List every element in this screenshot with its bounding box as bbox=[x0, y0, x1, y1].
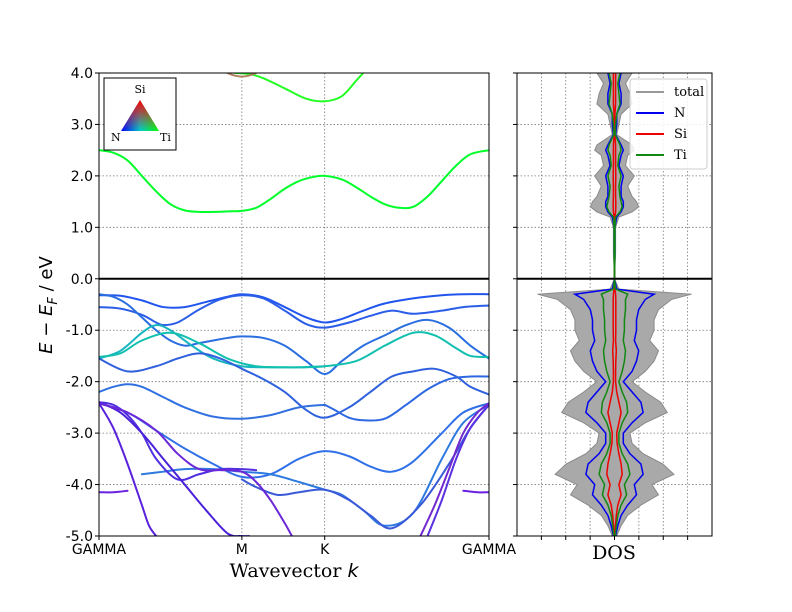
band-y-tick-label: 3.0 bbox=[71, 117, 93, 133]
band-line bbox=[99, 331, 489, 369]
dos-legend-label: Ti bbox=[674, 148, 687, 163]
y-label-minus: − bbox=[36, 316, 57, 343]
dos-legend-label: Si bbox=[674, 127, 687, 142]
band-line bbox=[99, 294, 489, 329]
band-line bbox=[226, 73, 258, 78]
dos-plot: DOS total N Si Ti bbox=[513, 72, 713, 564]
band-x-axis-label-text: Wavevector bbox=[229, 560, 342, 582]
band-structure-plot: -5.0 -4.0 -3.0 -2.0 -1.0 0.0 1.0 2.0 3.0 4.0 GAMM… bbox=[36, 66, 516, 582]
band-y-tick-label: 1.0 bbox=[71, 220, 93, 236]
band-y-tick-label: -2.0 bbox=[66, 375, 93, 391]
projection-legend: Si N Ti bbox=[103, 77, 177, 151]
band-y-tick-label: 4.0 bbox=[71, 66, 93, 82]
band-x-axis-label-symbol: k bbox=[348, 560, 360, 582]
band-line bbox=[233, 73, 365, 103]
band-line bbox=[99, 402, 489, 479]
projection-legend-left-label: N bbox=[111, 131, 121, 144]
band-line bbox=[99, 383, 326, 420]
dos-total-area bbox=[537, 73, 692, 536]
y-label-e2: E bbox=[36, 304, 57, 316]
band-x-ticks: GAMMA M K GAMMA bbox=[72, 536, 517, 558]
band-line bbox=[462, 489, 489, 494]
dos-si-right bbox=[613, 73, 623, 536]
dos-ti-right bbox=[613, 73, 631, 536]
band-line bbox=[426, 403, 489, 536]
band-y-tick-label: -1.0 bbox=[66, 323, 93, 339]
dos-legend: total N Si Ti bbox=[629, 78, 708, 170]
dos-x-axis-label: DOS bbox=[592, 542, 636, 564]
dos-legend-label: total bbox=[674, 85, 704, 100]
band-line bbox=[99, 149, 489, 214]
projection-legend-top-label: Si bbox=[134, 83, 146, 96]
dos-n-right bbox=[613, 73, 657, 536]
dos-legend-label: N bbox=[674, 106, 685, 121]
band-y-ticks: -5.0 -4.0 -3.0 -2.0 -1.0 0.0 1.0 2.0 3.0 4.0 bbox=[66, 66, 99, 545]
band-line bbox=[99, 402, 158, 536]
kpoint-label: GAMMA bbox=[72, 542, 127, 558]
band-line bbox=[140, 403, 489, 527]
band-line bbox=[99, 352, 489, 419]
y-label-unit: / eV bbox=[36, 255, 57, 297]
band-lines bbox=[99, 73, 489, 536]
band-line bbox=[99, 489, 129, 494]
band-line bbox=[99, 293, 489, 324]
kpoint-label: M bbox=[236, 542, 248, 558]
band-y-tick-label: -3.0 bbox=[66, 426, 93, 442]
band-line bbox=[419, 402, 489, 536]
band-y-axis-label: E − EF / eV bbox=[36, 255, 61, 353]
band-line bbox=[99, 401, 250, 536]
dos-legend-box bbox=[629, 78, 708, 170]
band-y-tick-label: 0.0 bbox=[71, 272, 93, 288]
y-label-e1: E bbox=[36, 342, 57, 354]
band-line bbox=[323, 375, 489, 422]
kpoint-label: GAMMA bbox=[462, 542, 517, 558]
band-y-tick-label: -5.0 bbox=[66, 529, 93, 545]
band-y-tick-label: -4.0 bbox=[66, 478, 93, 494]
band-x-axis-label: Wavevector k bbox=[229, 560, 359, 582]
dos-x-ticks bbox=[540, 536, 689, 540]
band-y-tick-label: 2.0 bbox=[71, 169, 93, 185]
dos-ti-left bbox=[598, 73, 616, 536]
kpoint-label: K bbox=[320, 542, 330, 558]
dos-n-left bbox=[572, 73, 616, 536]
dos-si-left bbox=[606, 73, 616, 536]
band-line bbox=[240, 403, 489, 530]
y-label-sub: F bbox=[46, 297, 61, 305]
band-plot-frame bbox=[98, 72, 490, 537]
band-line bbox=[99, 402, 293, 536]
dos-y-ticks bbox=[513, 72, 517, 537]
color-triangle-si-overlay bbox=[121, 100, 159, 131]
dos-areas bbox=[537, 73, 692, 536]
projection-legend-right-label: Ti bbox=[160, 131, 171, 144]
